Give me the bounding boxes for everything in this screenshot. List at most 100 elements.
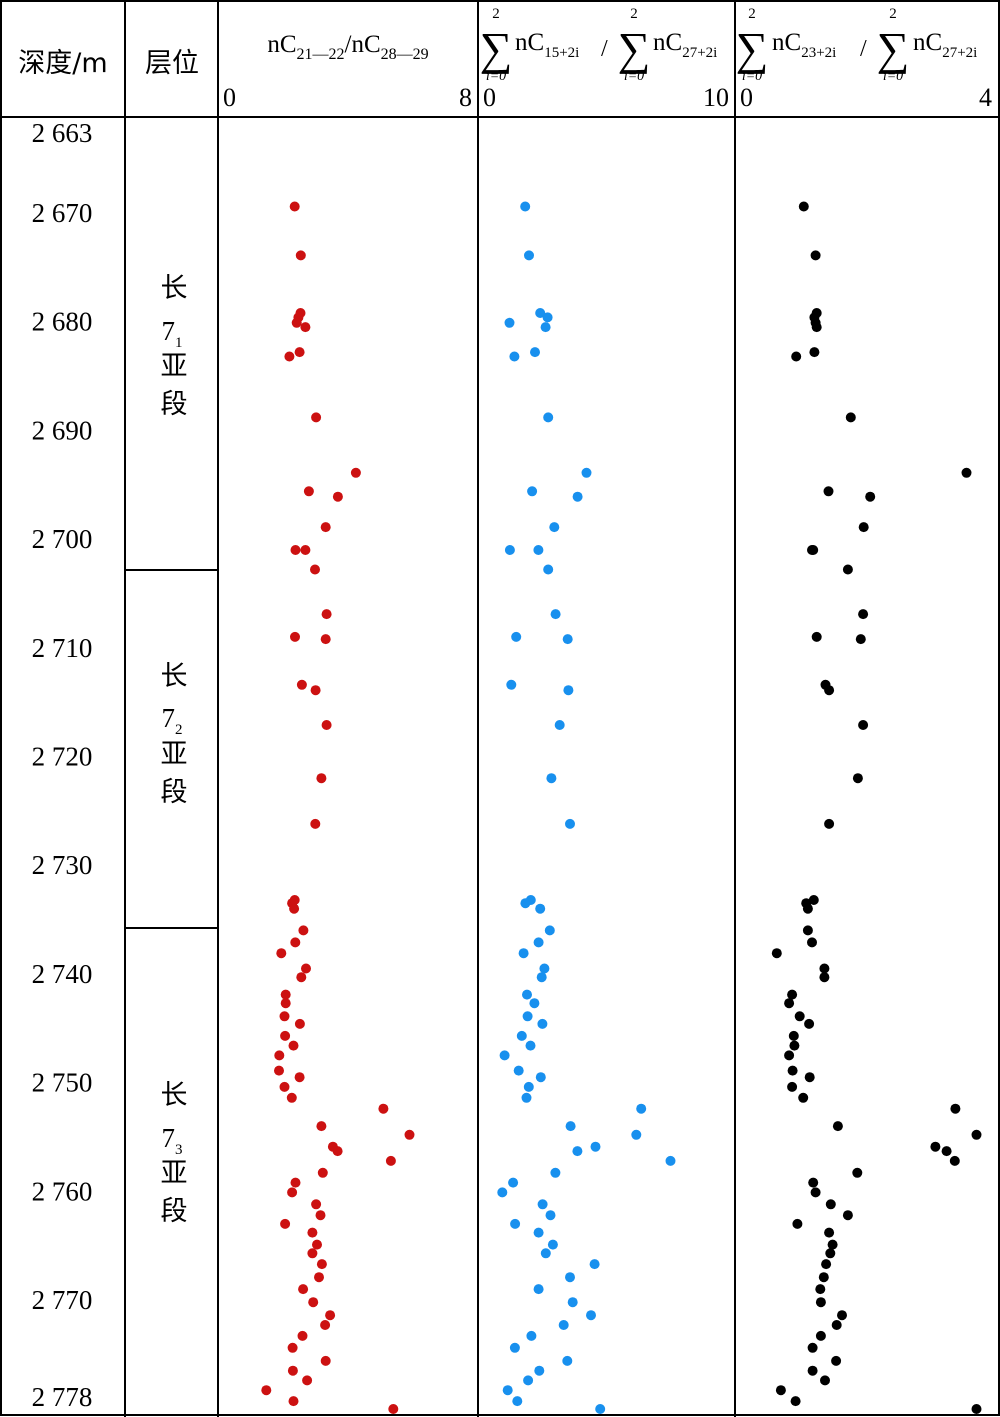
data-point (798, 1092, 809, 1103)
data-point (525, 895, 536, 905)
data-point (961, 467, 972, 478)
data-point (534, 1365, 545, 1376)
data-point (788, 1030, 799, 1041)
data-point (810, 1187, 821, 1198)
data-point (865, 491, 876, 502)
data-point (810, 250, 821, 261)
svg-text:∑: ∑ (480, 23, 513, 74)
data-point (290, 937, 301, 948)
data-point (824, 1227, 835, 1238)
data-point (565, 818, 575, 829)
svg-text:nC23+2i: nC23+2i (772, 29, 836, 61)
data-point (565, 1121, 576, 1132)
data-point (544, 925, 555, 936)
data-point (819, 963, 830, 974)
depth-tick-label: 2 700 (32, 524, 93, 554)
data-point (279, 1081, 290, 1092)
data-point (321, 720, 332, 730)
data-point (824, 818, 835, 829)
data-point (572, 1146, 583, 1157)
data-point (831, 1320, 842, 1330)
data-point (563, 685, 574, 696)
data-point (842, 1210, 853, 1221)
data-point (295, 250, 306, 261)
data-point (809, 347, 820, 358)
data-point (545, 1210, 556, 1221)
depth-axis: 2 663 2 670 2 680 2 690 2 700 2 710 2 720 2 730… (32, 118, 93, 1412)
svg-text:nC15+2i: nC15+2i (515, 29, 579, 61)
data-point (535, 903, 546, 914)
data-point (533, 937, 544, 948)
data-point (523, 1375, 534, 1386)
data-point (274, 1065, 284, 1076)
data-point (316, 773, 327, 784)
data-point (288, 1396, 299, 1407)
data-point (811, 631, 822, 642)
data-point (842, 564, 853, 575)
data-point (547, 1239, 558, 1250)
col3-header-formula: 2 ∑ i=0 nC23+2i / 2 ∑ i=0 nC27+2i (736, 6, 978, 84)
data-point (665, 1155, 676, 1166)
svg-text:长: 长 (161, 1080, 188, 1111)
data-point (316, 1121, 327, 1132)
depth-tick-label: 2 760 (32, 1176, 93, 1206)
layer-label-1: 长 71 亚 段 (161, 273, 188, 420)
data-point (558, 1320, 569, 1330)
data-point (941, 1146, 952, 1157)
data-point (300, 322, 311, 333)
data-point (297, 1330, 308, 1341)
svg-text:i=0: i=0 (883, 69, 903, 84)
svg-text:2: 2 (889, 6, 897, 22)
data-point (823, 486, 834, 497)
col3-axis-min-label: 0 (740, 83, 753, 112)
data-point (537, 1018, 548, 1029)
col3-axis-max-label: 4 (979, 83, 992, 112)
data-point (525, 1040, 536, 1051)
depth-column-header: 深度/m (18, 48, 107, 79)
svg-text:段: 段 (161, 777, 188, 808)
data-point (540, 322, 551, 333)
data-point (784, 1050, 795, 1061)
data-point (332, 491, 343, 502)
data-point (852, 773, 863, 784)
svg-text:∑: ∑ (877, 23, 910, 74)
data-point (807, 937, 817, 948)
data-point (520, 201, 531, 212)
svg-text:∑: ∑ (736, 23, 769, 74)
data-point (852, 1167, 863, 1178)
data-point (533, 1227, 544, 1238)
depth-tick-label: 2 710 (32, 633, 93, 663)
data-point (288, 1040, 299, 1051)
data-point (808, 895, 819, 905)
plot-col2 (497, 201, 676, 1414)
data-point (539, 963, 550, 974)
col2-axis-max-label: 10 (703, 83, 729, 112)
depth-tick-label: 2 730 (32, 850, 93, 880)
data-point (807, 1365, 818, 1376)
data-point (794, 1011, 805, 1022)
data-point (521, 1092, 532, 1103)
svg-text:段: 段 (161, 1196, 188, 1227)
data-point (320, 522, 331, 533)
svg-text:72: 72 (162, 703, 183, 738)
data-point (307, 1227, 318, 1238)
data-point (290, 631, 300, 642)
svg-text:2: 2 (492, 6, 500, 22)
data-point (550, 609, 561, 620)
data-point (289, 201, 300, 212)
data-point (832, 1121, 843, 1132)
data-point (300, 545, 311, 555)
data-point (586, 1310, 596, 1321)
svg-text:2: 2 (748, 6, 756, 22)
data-point (512, 1396, 523, 1407)
data-point (296, 679, 307, 690)
data-point (546, 773, 557, 784)
data-point (820, 1375, 830, 1386)
depth-tick-label: 2 720 (32, 742, 93, 772)
data-point (581, 467, 592, 478)
data-point (294, 1072, 305, 1083)
data-point (595, 1404, 606, 1414)
col1-header-title: nC21—22/nC28—29 (267, 31, 428, 63)
data-point (316, 1259, 327, 1270)
